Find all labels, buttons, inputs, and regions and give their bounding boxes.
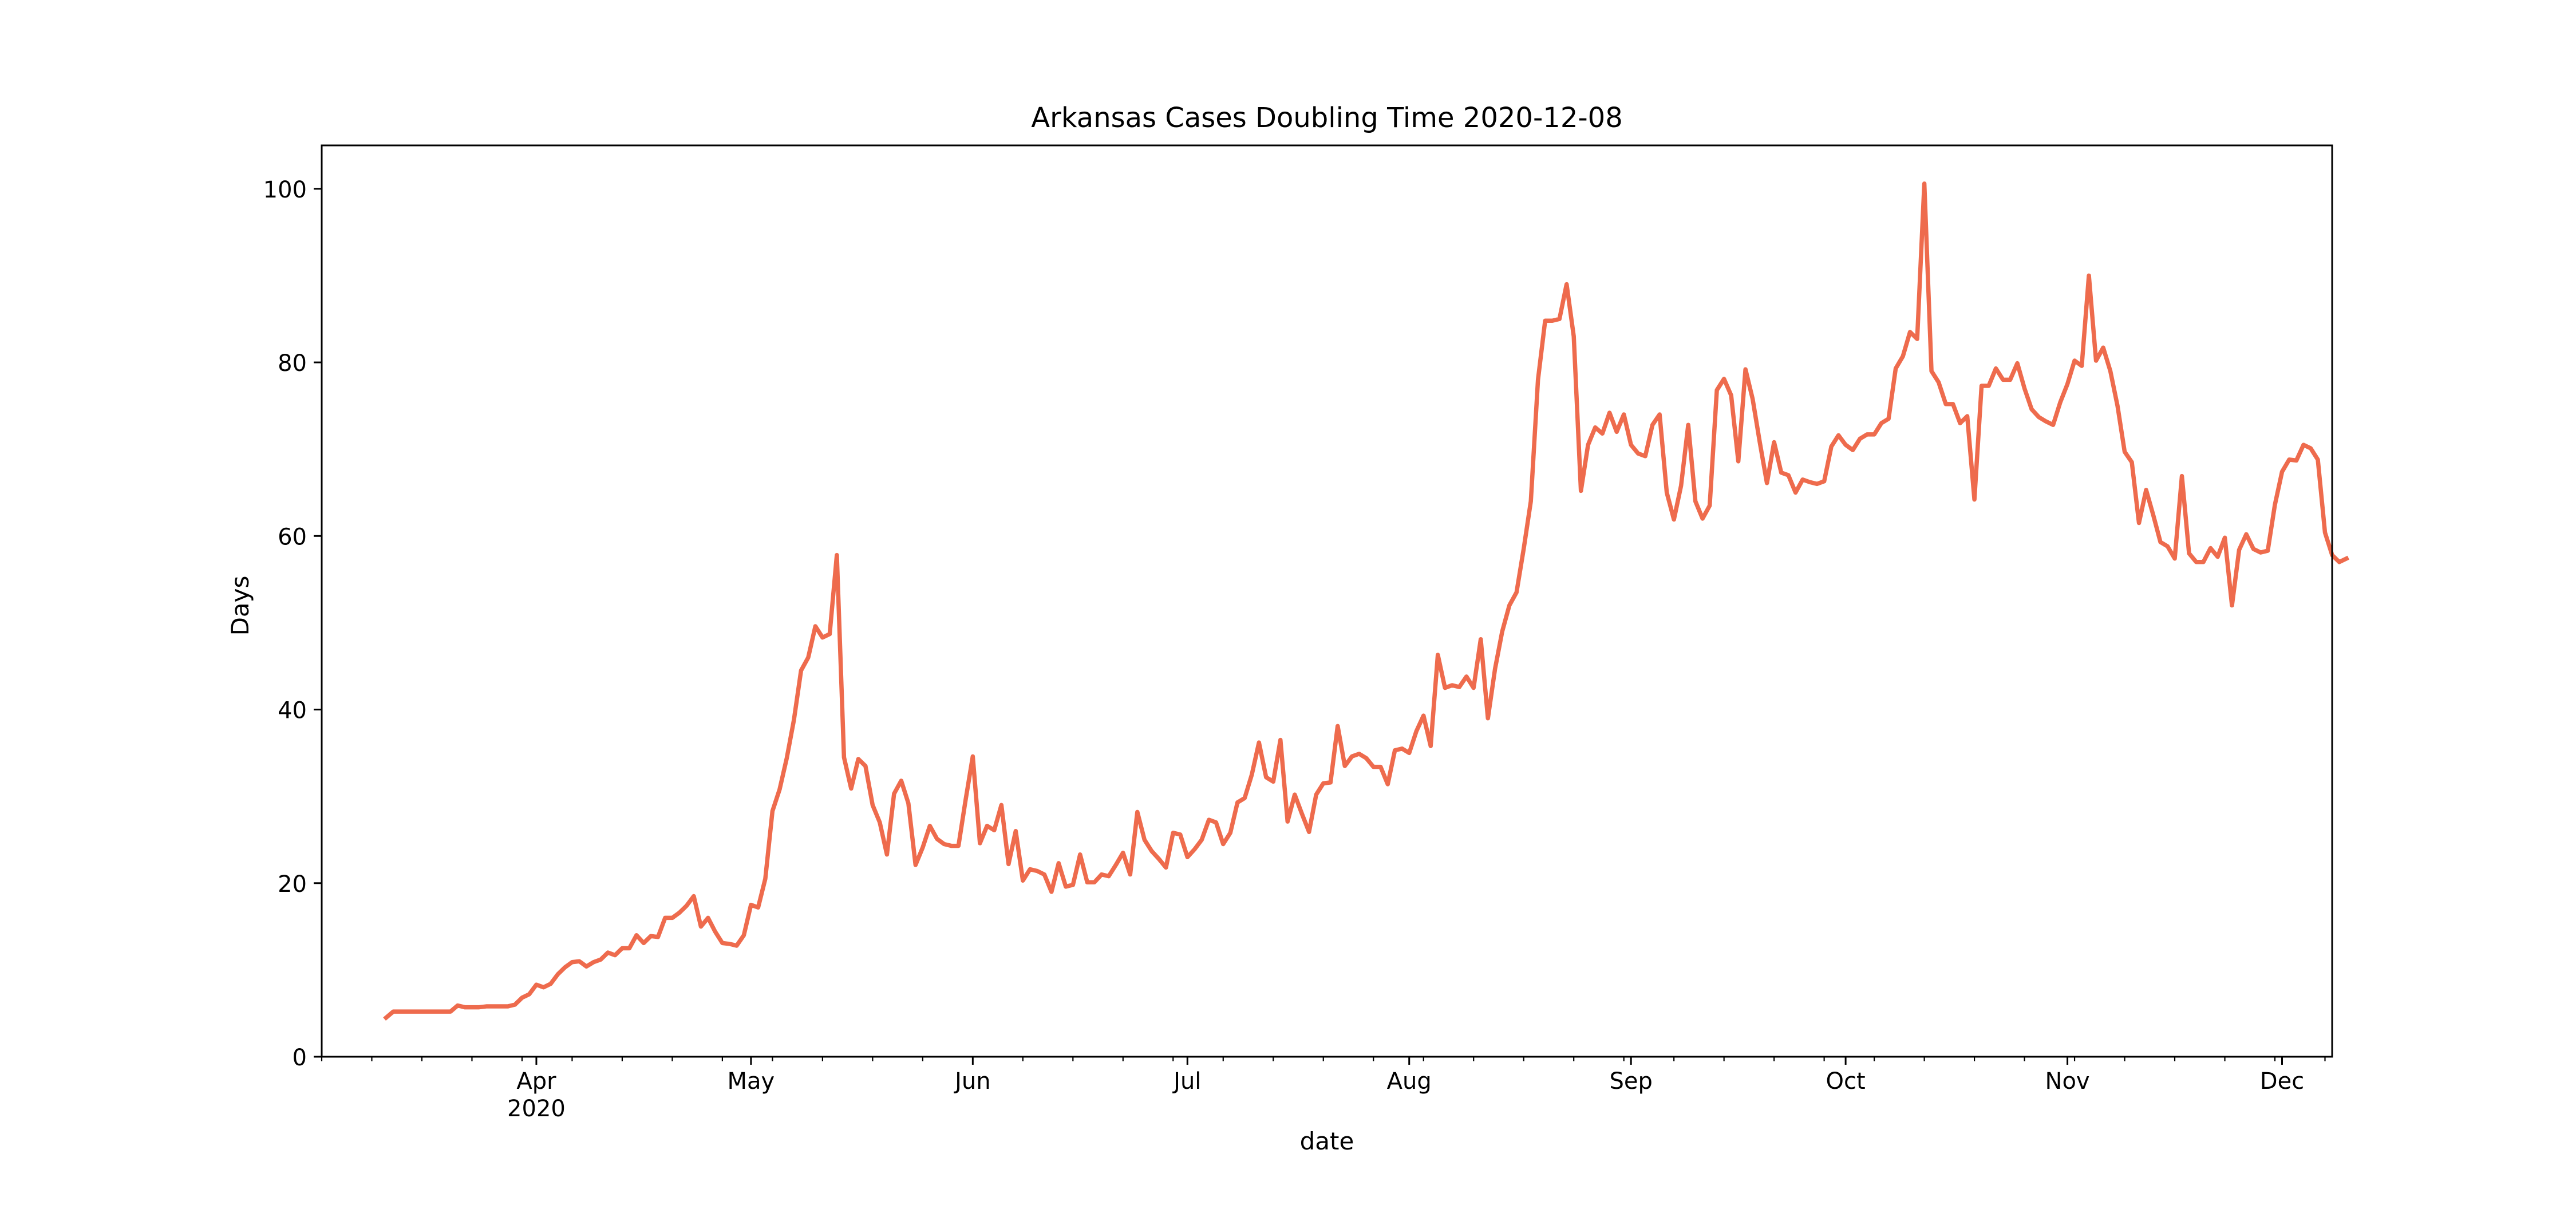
x-tick-year-label: 2020: [507, 1096, 566, 1122]
x-tick-label: Jun: [953, 1068, 991, 1095]
y-tick-label: 40: [278, 698, 307, 724]
y-tick-label: 20: [278, 871, 307, 898]
series-line: [383, 181, 2350, 1021]
x-tick-label: Dec: [2260, 1068, 2304, 1095]
x-tick-label: Aug: [1387, 1068, 1432, 1095]
x-tick-label: Oct: [1826, 1068, 1866, 1095]
x-tick-label: Nov: [2045, 1068, 2090, 1095]
chart-title: Arkansas Cases Doubling Time 2020-12-08: [1031, 102, 1623, 134]
x-tick-label: Apr: [516, 1068, 556, 1095]
x-tick-label: Sep: [1609, 1068, 1652, 1095]
y-tick-label: 80: [278, 350, 307, 377]
y-tick-label: 0: [293, 1045, 307, 1071]
x-tick-label: Jul: [1172, 1068, 1201, 1095]
x-axis-label: date: [1300, 1127, 1354, 1155]
y-tick-label: 60: [278, 524, 307, 550]
x-tick-label: May: [728, 1068, 775, 1095]
y-tick-label: 100: [263, 177, 307, 203]
y-axis-label: Days: [226, 576, 254, 636]
plot-frame: [321, 144, 2333, 1058]
y-axis-ticks: 0 20 40 60 80 100: [263, 177, 322, 1071]
